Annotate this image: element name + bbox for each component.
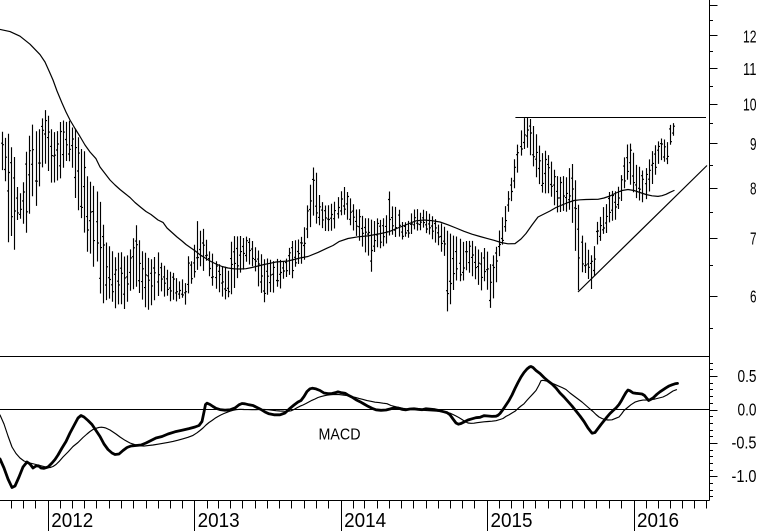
svg-text:11: 11 — [743, 59, 757, 79]
svg-text:-0.5: -0.5 — [732, 433, 757, 453]
svg-text:-1.0: -1.0 — [732, 466, 757, 486]
svg-text:7: 7 — [750, 229, 757, 249]
svg-text:6: 6 — [750, 286, 757, 306]
svg-text:2014: 2014 — [344, 510, 386, 531]
svg-text:10: 10 — [743, 95, 757, 115]
svg-text:2016: 2016 — [637, 510, 679, 531]
svg-text:9: 9 — [750, 134, 757, 154]
svg-text:0.0: 0.0 — [738, 399, 757, 419]
svg-text:12: 12 — [743, 26, 757, 46]
svg-text:2013: 2013 — [198, 510, 240, 531]
svg-text:8: 8 — [750, 178, 757, 198]
svg-text:0.5: 0.5 — [738, 366, 757, 386]
svg-text:2012: 2012 — [51, 510, 93, 531]
svg-text:MACD: MACD — [319, 426, 361, 443]
svg-text:2015: 2015 — [491, 510, 533, 531]
